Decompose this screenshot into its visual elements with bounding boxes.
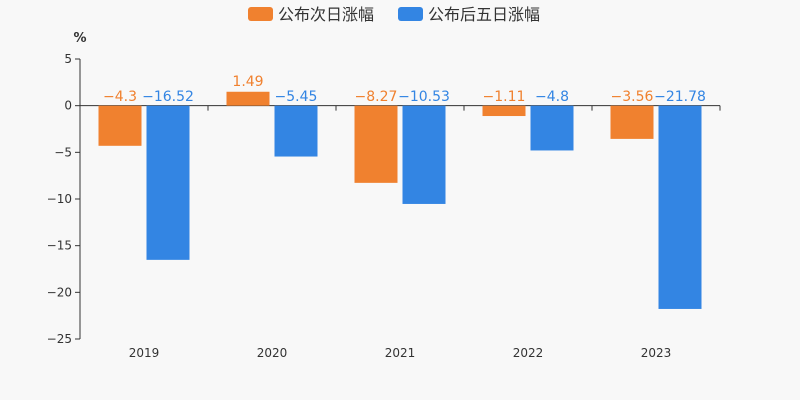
data-label-2023-series-2: −21.78 <box>654 89 706 105</box>
data-label-2021-series-2: −10.53 <box>398 89 450 105</box>
bar-2020-series-1[interactable] <box>226 91 270 106</box>
y-tick-label: 5 <box>64 52 72 66</box>
bar-2022-series-2[interactable] <box>530 105 574 151</box>
legend: 公布次日涨幅 公布后五日涨幅 <box>248 5 540 24</box>
y-axis-unit-label: % <box>73 31 86 46</box>
bar-2023-series-2[interactable] <box>658 105 702 309</box>
x-tick-label: 2020 <box>257 346 288 360</box>
y-tick-label: −25 <box>47 332 72 346</box>
bar-2021-series-2[interactable] <box>402 105 446 204</box>
data-label-2022-series-1: −1.11 <box>483 89 526 105</box>
x-tick-label: 2019 <box>129 346 160 360</box>
y-tick-label: −15 <box>47 239 72 253</box>
bars <box>98 91 702 309</box>
y-tick-label: −5 <box>54 145 72 159</box>
legend-swatch-1[interactable] <box>248 7 273 21</box>
y-tick-label: 0 <box>64 99 72 113</box>
data-label-2022-series-2: −4.8 <box>535 89 569 105</box>
data-label-2019-series-2: −16.52 <box>142 89 194 105</box>
bar-2022-series-1[interactable] <box>482 105 526 117</box>
bar-2023-series-1[interactable] <box>610 105 654 139</box>
legend-swatch-2[interactable] <box>398 7 423 21</box>
data-labels: −4.3 −16.52 1.49 −5.45 −8.27 −10.53 −1.11 −4.8 −… <box>103 74 706 105</box>
x-tick-label: 2023 <box>641 346 672 360</box>
data-label-2023-series-1: −3.56 <box>611 89 654 105</box>
bar-2021-series-1[interactable] <box>354 105 398 183</box>
data-label-2021-series-1: −8.27 <box>355 89 398 105</box>
y-tick-label: −10 <box>47 192 72 206</box>
legend-label-2[interactable]: 公布后五日涨幅 <box>428 5 540 24</box>
legend-label-1[interactable]: 公布次日涨幅 <box>278 5 374 24</box>
y-axis: 5 0 −5 −10 −15 −20 −25 <box>47 52 81 346</box>
bar-2020-series-2[interactable] <box>274 105 318 157</box>
y-tick-label: −20 <box>47 285 72 299</box>
bar-2019-series-1[interactable] <box>98 105 142 146</box>
data-label-2020-series-2: −5.45 <box>275 89 318 105</box>
x-tick-label: 2021 <box>385 346 416 360</box>
bar-2019-series-2[interactable] <box>146 105 190 260</box>
data-label-2020-series-1: 1.49 <box>232 74 263 90</box>
x-tick-label: 2022 <box>513 346 544 360</box>
data-label-2019-series-1: −4.3 <box>103 89 137 105</box>
